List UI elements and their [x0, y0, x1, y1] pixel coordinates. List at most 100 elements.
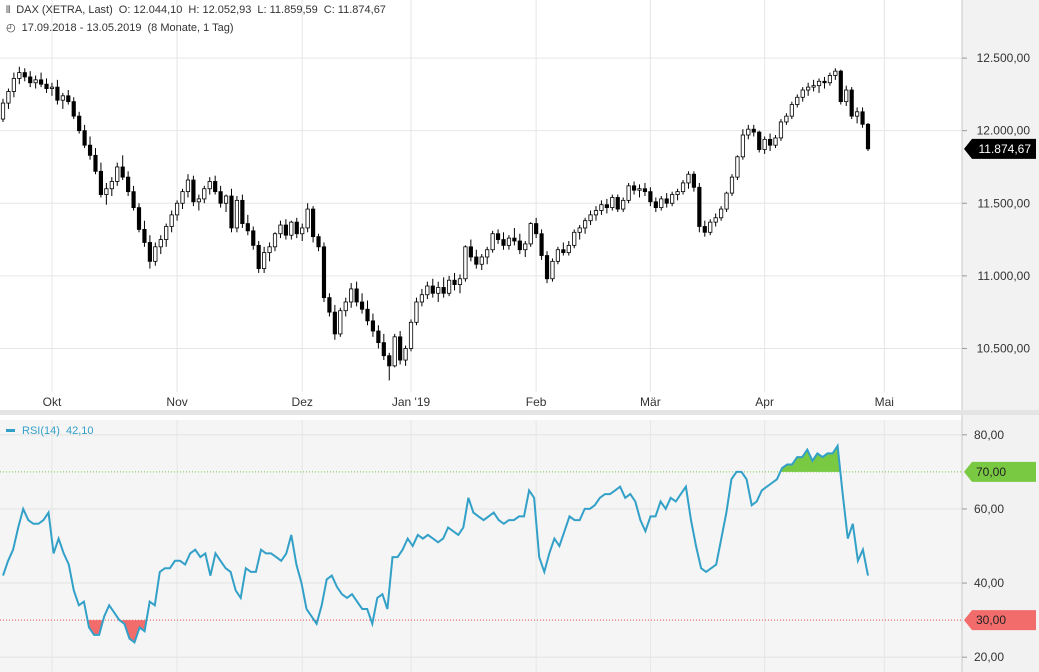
chart-type-icon[interactable]: ⫴: [6, 5, 11, 16]
rsi-tick-label: 60,00: [974, 502, 1004, 516]
candle-body: [670, 194, 675, 204]
candle-body: [142, 228, 147, 243]
y-tick-label: 12.000,00: [977, 124, 1031, 138]
candle-body: [642, 188, 648, 193]
rsi-tick-label: 40,00: [974, 576, 1004, 590]
x-tick-label: Mai: [875, 395, 894, 409]
candle-body: [22, 72, 27, 78]
candle-body: [115, 166, 120, 182]
candle-body: [44, 83, 49, 89]
candle-body: [376, 330, 381, 344]
candle-body: [262, 252, 267, 269]
open-value: O: 12.044,10: [118, 4, 183, 16]
period-header: ◴ 17.09.2018 - 13.05.2019 (8 Monate, 1 Tag…: [6, 21, 240, 34]
candle-body: [691, 173, 696, 188]
candle-body: [245, 223, 250, 232]
candle-body: [615, 197, 620, 210]
candle-body: [354, 288, 359, 303]
y-tick-label: 12.500,00: [977, 51, 1031, 65]
candle-body: [555, 249, 560, 262]
overbought-label: 70,00: [976, 465, 1006, 479]
period-label: (8 Monate, 1 Tag): [147, 22, 234, 34]
candle-body: [626, 185, 631, 201]
candle-body: [256, 244, 261, 269]
candle-body: [447, 279, 452, 294]
candle-body: [517, 240, 522, 251]
candle-body: [387, 355, 392, 367]
candle-body: [468, 246, 473, 258]
candle-body: [169, 214, 174, 227]
candle-body: [795, 96, 800, 105]
candle-body: [686, 173, 691, 184]
candle-body: [773, 137, 778, 146]
candle-body: [196, 198, 201, 203]
rsi-current-value: 42,10: [66, 425, 94, 437]
candle-body: [311, 208, 316, 238]
y-tick-label: 11.000,00: [978, 269, 1031, 283]
candle-body: [408, 321, 414, 349]
x-tick-label: Dez: [292, 395, 313, 409]
x-tick-label: Nov: [166, 395, 187, 409]
candle-body: [278, 224, 283, 235]
x-tick-label: Apr: [755, 395, 774, 409]
candle-body: [789, 104, 794, 117]
candle-body: [631, 185, 637, 191]
candle-body: [539, 233, 544, 256]
candle-body: [490, 233, 495, 251]
candle-body: [164, 226, 169, 240]
candle-body: [55, 86, 60, 101]
quote-header: ⫴ DAX (XETRA, Last) O: 12.044,10 H: 12.052,…: [6, 4, 392, 16]
candle-body: [294, 221, 299, 235]
candle-body: [664, 198, 669, 204]
candle-body: [365, 308, 370, 322]
candle-body: [806, 86, 811, 91]
pane-separator[interactable]: [0, 410, 1039, 415]
rsi-legend-swatch: [6, 429, 15, 432]
candle-body: [66, 95, 71, 103]
candle-body: [289, 221, 294, 236]
candle-body: [604, 204, 609, 209]
candle-body: [751, 128, 756, 133]
candle-body: [713, 217, 718, 223]
candle-body: [610, 197, 615, 209]
candle-body: [398, 336, 403, 361]
rsi-tick-label: 80,00: [974, 428, 1004, 442]
rsi-oversold-fill: [119, 620, 147, 643]
candle-body: [316, 236, 321, 248]
candle-body: [588, 214, 593, 222]
candle-body: [485, 249, 490, 258]
clock-icon: ◴: [6, 22, 16, 34]
candle-body: [403, 348, 408, 361]
high-value: H: 12.052,93: [188, 4, 252, 16]
candle-body: [833, 70, 838, 76]
candle-body: [223, 195, 229, 204]
candle-body: [784, 115, 789, 123]
candle-body: [702, 226, 707, 233]
candle-body: [800, 89, 805, 98]
candle-body: [153, 246, 158, 262]
candle-body: [33, 79, 38, 84]
y-tick-label: 11.500,00: [978, 196, 1031, 210]
candle-body: [49, 86, 55, 89]
candle-body: [838, 70, 843, 103]
candle-body: [0, 102, 6, 120]
candle-body: [708, 221, 713, 233]
candle-body: [17, 72, 22, 79]
candle-body: [528, 223, 533, 245]
candle-body: [131, 191, 136, 209]
candle-body: [272, 233, 278, 248]
oversold-label: 30,00: [976, 613, 1006, 627]
x-tick-label: Feb: [526, 395, 547, 409]
candle-body: [300, 227, 305, 235]
candle-body: [621, 199, 626, 210]
candle-body: [332, 311, 337, 335]
candle-body: [191, 179, 196, 203]
y-axis-panel: [962, 0, 1039, 672]
candle-body: [283, 224, 288, 236]
oversold-marker: [964, 610, 1036, 631]
candle-body: [104, 188, 109, 195]
candle-body: [675, 191, 680, 195]
candle-body: [381, 342, 386, 357]
candle-body: [593, 210, 599, 216]
x-tick-label: Mär: [640, 395, 661, 409]
